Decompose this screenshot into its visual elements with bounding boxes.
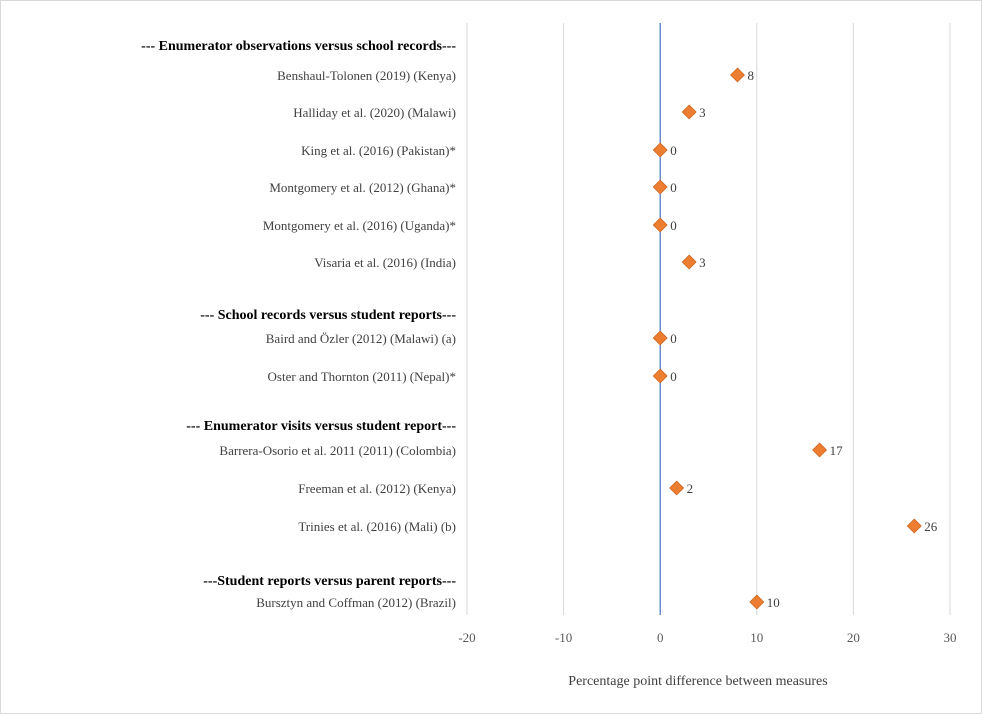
x-axis-ticks: -20 -10 0 10 20 30 xyxy=(458,630,956,645)
x-tick-label: -10 xyxy=(555,630,572,645)
x-tick-label: 20 xyxy=(847,630,860,645)
group-header: --- Enumerator observations versus schoo… xyxy=(141,39,456,54)
data-label: 0 xyxy=(670,180,677,195)
study-label: Bursztyn and Coffman (2012) (Brazil) xyxy=(256,595,456,610)
data-point-marker xyxy=(652,330,668,346)
data-label: 2 xyxy=(687,481,694,496)
study-label: Oster and Thornton (2011) (Nepal)* xyxy=(268,369,456,384)
data-point-marker xyxy=(652,179,668,195)
group-header: --- Enumerator visits versus student rep… xyxy=(186,419,456,434)
study-label: Baird and Özler (2012) (Malawi) (a) xyxy=(266,331,456,346)
data-label: 10 xyxy=(767,595,780,610)
data-label: 0 xyxy=(670,331,677,346)
x-tick-label: -20 xyxy=(458,630,475,645)
data-label: 3 xyxy=(699,255,706,270)
data-point-marker xyxy=(749,594,765,610)
gridlines xyxy=(466,23,951,615)
data-label: 26 xyxy=(924,519,938,534)
x-tick-label: 10 xyxy=(750,630,763,645)
data-label: 17 xyxy=(830,443,844,458)
data-point-marker xyxy=(812,442,828,458)
x-tick-label: 0 xyxy=(657,630,664,645)
group-header: --- School records versus student report… xyxy=(200,308,456,323)
study-label: Halliday et al. (2020) (Malawi) xyxy=(293,105,456,120)
study-label: Montgomery et al. (2016) (Uganda)* xyxy=(263,218,456,233)
data-point-marker xyxy=(652,217,668,233)
study-label: Benshaul-Tolonen (2019) (Kenya) xyxy=(277,68,456,83)
data-point-marker xyxy=(730,67,745,83)
data-label: 0 xyxy=(670,143,677,158)
group-header: ---Student reports versus parent reports… xyxy=(203,574,456,589)
study-label: Freeman et al. (2012) (Kenya) xyxy=(298,481,456,496)
data-label: 8 xyxy=(747,68,754,83)
study-label: Trinies et al. (2016) (Mali) (b) xyxy=(298,519,456,534)
data-point-marker xyxy=(681,104,697,120)
x-tick-label: 30 xyxy=(944,630,957,645)
data-point-marker xyxy=(652,142,668,158)
x-axis-title: Percentage point difference between meas… xyxy=(568,674,827,689)
data-point-marker xyxy=(652,368,668,384)
study-label: Visaria et al. (2016) (India) xyxy=(314,255,456,270)
study-rows: --- Enumerator observations versus schoo… xyxy=(141,39,938,610)
data-point-marker xyxy=(681,254,697,270)
study-label: Montgomery et al. (2012) (Ghana)* xyxy=(269,180,456,195)
data-label: 0 xyxy=(670,218,677,233)
study-label: King et al. (2016) (Pakistan)* xyxy=(301,143,456,158)
data-point-marker xyxy=(906,518,922,534)
data-label: 0 xyxy=(670,369,677,384)
study-label: Barrera-Osorio et al. 2011 (2011) (Colom… xyxy=(219,443,456,458)
data-label: 3 xyxy=(699,105,706,120)
data-point-marker xyxy=(669,480,685,496)
